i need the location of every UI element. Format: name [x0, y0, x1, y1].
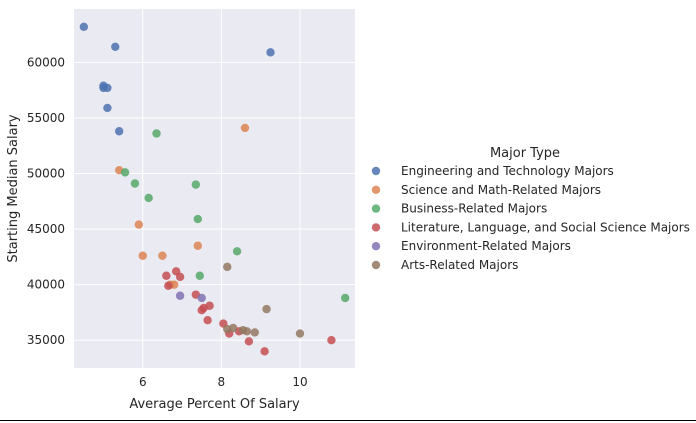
data-point [266, 48, 275, 57]
data-point [250, 328, 259, 337]
legend-marker [371, 166, 381, 176]
legend-entry: Arts-Related Majors [401, 258, 518, 272]
data-point [79, 22, 89, 31]
legend-marker [371, 204, 381, 213]
data-point [240, 123, 250, 133]
legend: Major Type Engineering and Technology Ma… [371, 146, 690, 272]
y-tick-label: 55000 [27, 111, 65, 125]
data-point [138, 251, 147, 260]
y-tick-labels: 35000 40000 45000 50000 55000 60000 [27, 55, 65, 347]
data-point [103, 103, 112, 113]
x-tick-label: 10 [292, 375, 307, 389]
data-point [244, 337, 254, 346]
x-tick-labels: 6 8 10 [139, 375, 308, 389]
data-points [79, 22, 350, 356]
data-point [195, 271, 204, 280]
data-point [193, 214, 202, 224]
data-point [197, 293, 206, 303]
data-point [203, 316, 212, 325]
data-point [164, 281, 173, 290]
data-point [193, 241, 202, 250]
x-tick-label: 6 [139, 375, 147, 389]
data-point [103, 83, 112, 93]
legend-entry: Engineering and Technology Majors [401, 164, 614, 178]
data-point [340, 293, 350, 303]
data-point [191, 180, 201, 189]
y-axis-label: Starting Median Salary [6, 114, 21, 263]
legend-entry: Science and Math-Related Majors [401, 183, 601, 197]
legend-marker [371, 260, 381, 270]
data-point [327, 336, 336, 345]
x-axis-label: Average Percent Of Salary [129, 397, 300, 412]
bottom-border [0, 420, 696, 421]
data-point [242, 327, 252, 336]
data-point [130, 179, 140, 188]
data-point [228, 323, 238, 333]
data-point [260, 347, 269, 356]
legend-entry: Business-Related Majors [401, 202, 547, 216]
data-point [232, 247, 242, 256]
legend-items: Engineering and Technology Majors Science… [371, 164, 690, 272]
y-tick-label: 45000 [27, 222, 65, 236]
data-point [262, 304, 271, 314]
data-point [223, 262, 232, 272]
y-tick-label: 50000 [27, 166, 65, 180]
data-point [114, 127, 124, 136]
y-tick-label: 35000 [27, 333, 65, 347]
data-point [175, 291, 185, 300]
data-point [197, 306, 206, 315]
data-point [144, 193, 153, 203]
y-tick-label: 40000 [27, 278, 65, 292]
legend-marker [371, 242, 381, 251]
data-point [295, 329, 305, 338]
data-point [162, 271, 171, 280]
legend-entry: Literature, Language, and Social Science… [401, 220, 690, 234]
legend-entry: Environment-Related Majors [401, 239, 571, 253]
y-tick-label: 60000 [27, 55, 65, 69]
data-point [120, 168, 130, 177]
plot-background [74, 9, 355, 368]
legend-marker [371, 223, 381, 232]
legend-marker [371, 185, 381, 194]
legend-title: Major Type [490, 146, 560, 161]
data-point [175, 272, 185, 282]
data-point [152, 129, 161, 138]
data-point [158, 251, 167, 260]
data-point [111, 42, 120, 51]
data-point [134, 220, 144, 229]
x-tick-label: 8 [218, 375, 226, 389]
